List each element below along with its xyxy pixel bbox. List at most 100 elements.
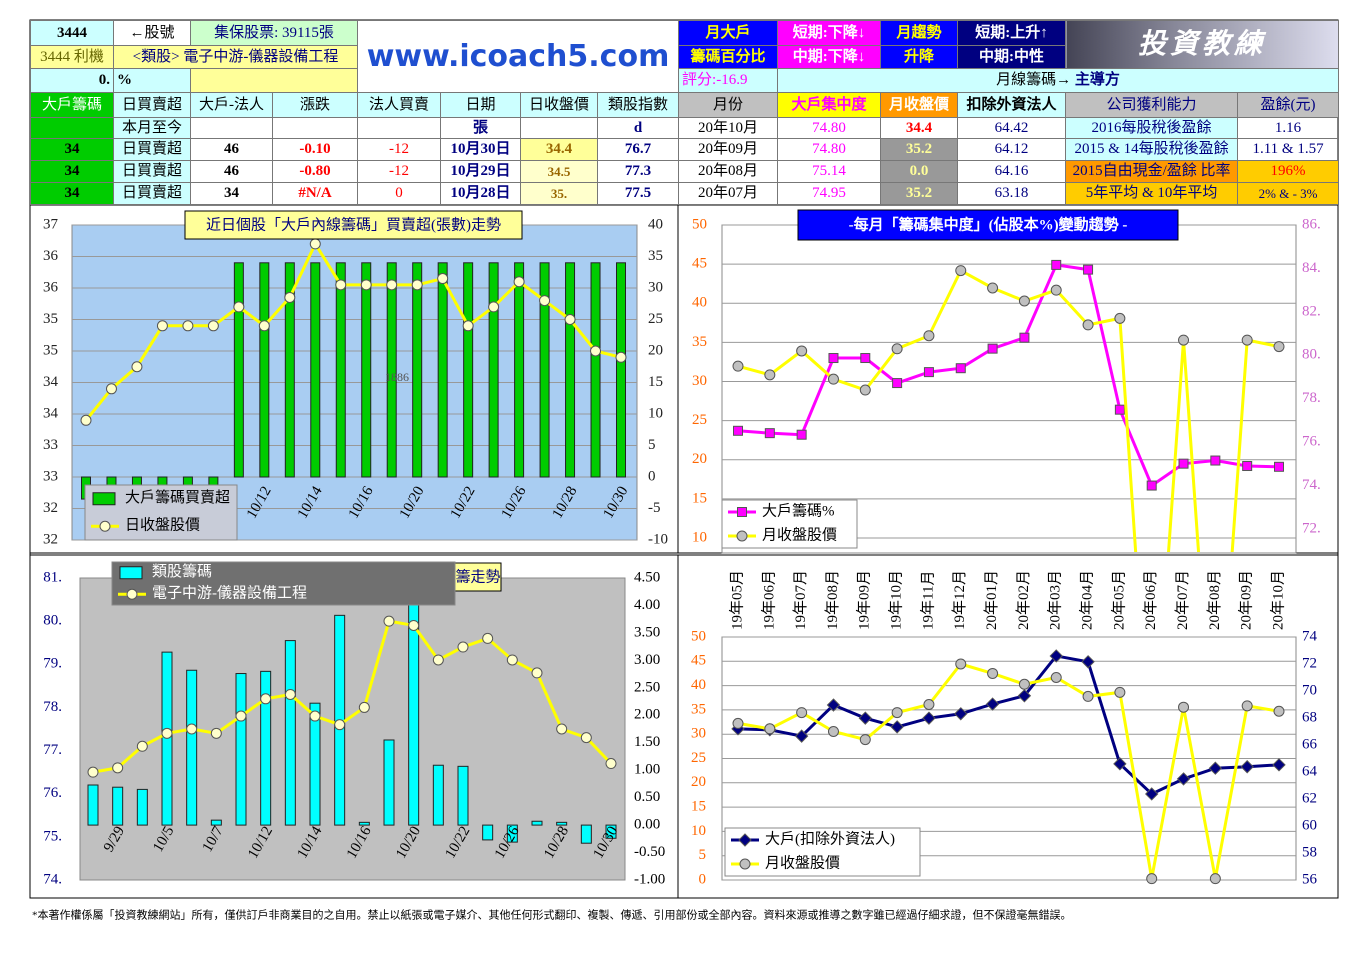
trend-short: 短期:上升↑ xyxy=(957,20,1067,46)
y-tick-label: 10 xyxy=(692,529,707,545)
table-cell: -0.10 xyxy=(272,138,358,161)
bar xyxy=(259,262,270,478)
table-cell: 張 xyxy=(440,117,521,139)
point xyxy=(796,429,807,440)
point xyxy=(112,762,124,774)
table-cell: 34 xyxy=(30,138,114,161)
line xyxy=(737,654,1280,796)
point xyxy=(80,414,92,426)
legend-swatch xyxy=(92,492,116,506)
legend-marker xyxy=(737,507,747,517)
table-cell: #N/A xyxy=(272,182,358,205)
x-tick-label: 20年01月 xyxy=(983,570,1000,630)
y-tick-label: 81. xyxy=(43,569,62,585)
point xyxy=(488,301,500,313)
table-cell: 2016每股稅後盈餘 xyxy=(1065,117,1239,139)
line xyxy=(737,268,1280,552)
table-cell: 扣除外資法人 xyxy=(957,92,1067,118)
point xyxy=(923,330,935,342)
bar xyxy=(408,599,420,826)
y2-tick-label: 0 xyxy=(648,468,656,484)
table-cell: 漲跌 xyxy=(272,92,358,118)
table-cell xyxy=(520,117,598,139)
y2-tick-label: 3.00 xyxy=(634,652,660,668)
point xyxy=(105,383,117,395)
bar xyxy=(482,824,494,841)
plot xyxy=(72,224,637,541)
point xyxy=(1050,284,1062,296)
point xyxy=(605,758,617,770)
y2-tick-label: 60 xyxy=(1302,817,1317,833)
legend-label: 月收盤股價 xyxy=(762,526,837,543)
y-tick-label: 76. xyxy=(43,785,62,801)
y2-tick-label: -10 xyxy=(648,531,668,547)
bar xyxy=(605,824,617,839)
logo: 投資教練 xyxy=(1065,20,1340,69)
y-tick-label: 40 xyxy=(692,295,707,311)
y-tick-label: 30 xyxy=(691,726,706,742)
y2-tick-label: 35 xyxy=(648,248,663,264)
line xyxy=(737,263,1280,488)
table-cell: 196% xyxy=(1237,160,1340,183)
y-tick-label: 30 xyxy=(692,373,707,389)
table-cell: 20年09月 xyxy=(678,138,779,161)
point xyxy=(923,367,934,378)
table-cell: 法人買賣 xyxy=(357,92,441,118)
y2-tick-label: 78. xyxy=(1302,390,1321,406)
table-cell: 46 xyxy=(190,138,273,161)
table-cell: 10月29日 xyxy=(440,160,521,183)
bar xyxy=(565,262,576,478)
bar xyxy=(506,824,518,843)
y2-tick-label: 86. xyxy=(1302,216,1321,232)
y-tick-label: 33 xyxy=(43,468,58,484)
legend-marker xyxy=(126,588,138,600)
dominant-label: 月線籌碼→ xyxy=(996,72,1072,88)
point xyxy=(827,373,839,385)
point xyxy=(764,723,776,735)
point xyxy=(1178,701,1190,713)
table-cell: 20年07月 xyxy=(678,182,779,205)
table-cell: 20年10月 xyxy=(678,117,779,139)
legend xyxy=(111,561,456,606)
point xyxy=(258,320,270,332)
legend-marker xyxy=(99,520,111,532)
point xyxy=(556,723,568,735)
point xyxy=(462,320,474,332)
x-tick-label: 20年02月 xyxy=(1015,570,1032,630)
point xyxy=(890,720,904,734)
point xyxy=(1146,873,1158,885)
x-tick-label: 20年04月 xyxy=(1078,570,1095,630)
y-tick-label: 5 xyxy=(699,847,707,863)
y-tick-label: 40 xyxy=(691,677,706,693)
point xyxy=(1272,758,1286,772)
site: www.icoach5.com xyxy=(356,20,680,93)
chart-title: -每月「籌碼集中度」(佔股本%)變動趨勢 - xyxy=(849,215,1128,233)
y2-tick-label: 1.50 xyxy=(634,734,660,750)
point xyxy=(1146,480,1157,491)
table-cell: 1.16 xyxy=(1237,117,1340,139)
table-cell: 公司獲利能力 xyxy=(1065,92,1239,118)
bar xyxy=(112,786,124,826)
bar xyxy=(235,673,247,826)
y-tick-label: 36 xyxy=(43,279,59,295)
table-cell: 34.4 xyxy=(880,117,959,139)
y-tick-label: 20 xyxy=(691,774,706,790)
y-tick-label: 32 xyxy=(43,500,58,516)
point xyxy=(892,378,903,389)
title-box xyxy=(184,210,523,240)
table-cell: 64.16 xyxy=(957,160,1067,183)
point xyxy=(539,295,551,307)
ratio: 0. xyxy=(30,68,114,93)
table-cell: 20年08月 xyxy=(678,160,779,183)
big-mid: 中期:下降↓ xyxy=(777,45,882,69)
table-row: 大戶籌碼 日買賣超 大戶-法人 漲跌 法人買賣 日期 日收盤價 類股指數 月份 大戶集中度 月收盤價… xyxy=(30,92,1340,118)
point xyxy=(764,428,775,439)
table-cell: 大戶籌碼 xyxy=(30,92,114,118)
point xyxy=(408,619,420,631)
y2-tick-label: 70 xyxy=(1302,682,1317,698)
point xyxy=(309,710,321,722)
y-tick-label: 77. xyxy=(43,742,62,758)
table-cell: -0.80 xyxy=(272,160,358,183)
table-cell: 74.80 xyxy=(777,138,882,161)
y2-tick-label: 80. xyxy=(1302,347,1321,363)
